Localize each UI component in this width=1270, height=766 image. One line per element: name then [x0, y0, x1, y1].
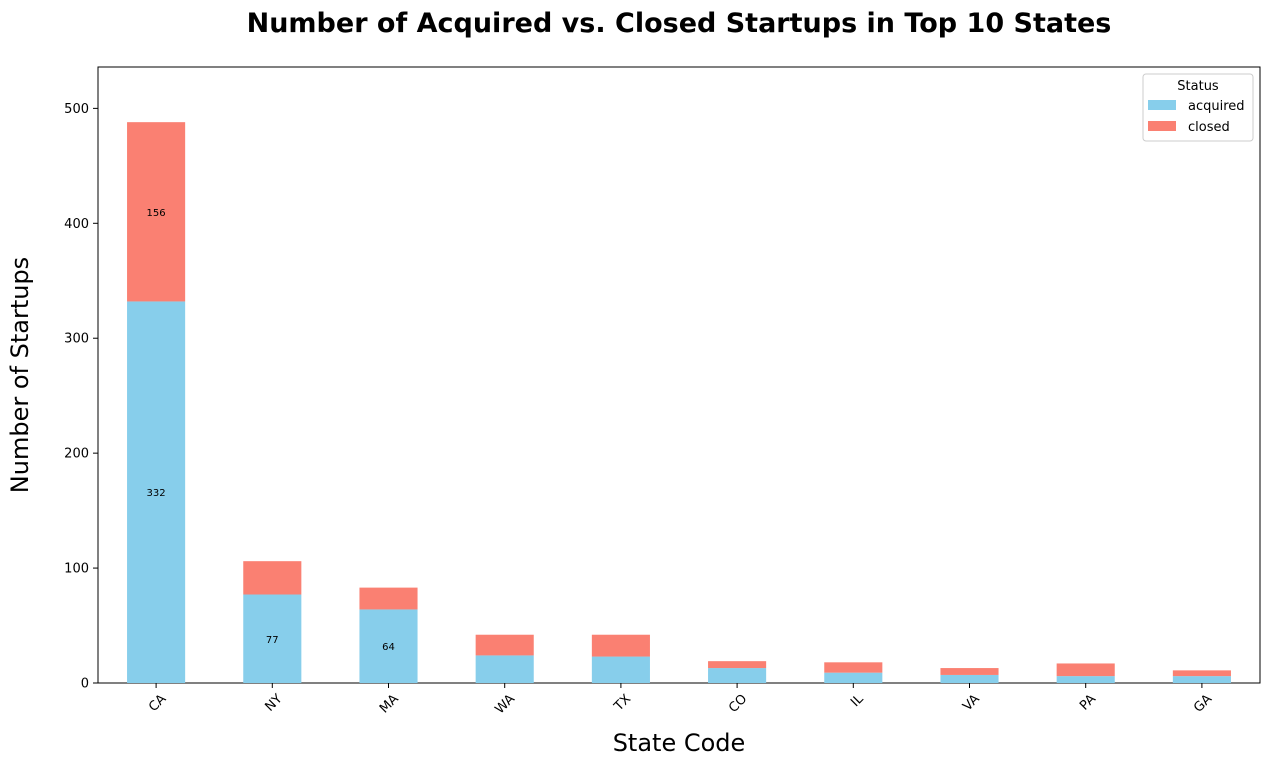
bar-closed-co	[708, 661, 767, 669]
x-axis: CA NY MA WA TX CO IL VA PA GA	[146, 683, 1215, 717]
y-tick-label: 400	[64, 217, 89, 232]
data-label-acquired-ma: 64	[382, 642, 395, 653]
x-tick-label-ca: CA	[146, 692, 169, 715]
data-label-closed-ca: 156	[147, 208, 166, 219]
bar-acquired-tx	[591, 656, 650, 683]
data-label-acquired-ca: 332	[147, 488, 166, 499]
legend: Status acquired closed	[1142, 73, 1254, 142]
y-tick-label: 0	[81, 677, 89, 692]
x-tick-label-ny: NY	[262, 692, 285, 715]
y-tick-label: 100	[64, 562, 89, 577]
bar-closed-ga	[1172, 670, 1231, 677]
x-axis-label: State Code	[613, 729, 746, 757]
bar-closed-tx	[591, 634, 650, 657]
bar-closed-ca	[127, 122, 186, 302]
legend-title: Status	[1177, 79, 1219, 94]
bar-acquired-ny	[243, 594, 302, 683]
x-tick-label-co: CO	[726, 692, 750, 716]
x-tick-label-wa: WA	[492, 692, 518, 718]
y-axis-label: Number of Startups	[6, 257, 34, 493]
y-tick-label: 200	[64, 447, 89, 462]
data-labels-group: 332 156 77 64	[147, 208, 395, 653]
x-tick-label-va: VA	[960, 692, 983, 715]
bar-closed-ny	[243, 561, 302, 595]
x-tick-label-il: IL	[848, 691, 867, 710]
data-label-acquired-ny: 77	[266, 635, 279, 646]
bar-acquired-ma	[359, 609, 418, 683]
y-tick-label: 500	[64, 102, 89, 117]
legend-label-acquired: acquired	[1188, 99, 1245, 114]
x-tick-label-ma: MA	[377, 692, 402, 717]
x-tick-label-pa: PA	[1077, 692, 1099, 714]
bar-acquired-ga	[1172, 676, 1231, 683]
bar-closed-wa	[475, 634, 534, 656]
legend-swatch-closed	[1148, 121, 1176, 131]
bar-acquired-il	[824, 672, 883, 683]
plot-area	[97, 66, 1261, 684]
x-tick-label-ga: GA	[1191, 692, 1215, 716]
plot-frame	[97, 66, 1261, 684]
chart-title: Number of Acquired vs. Closed Startups i…	[247, 8, 1112, 39]
x-tick-label-tx: TX	[611, 692, 634, 715]
bar-closed-va	[940, 668, 999, 675]
bar-acquired-pa	[1056, 676, 1115, 683]
bars-group	[127, 122, 1231, 683]
legend-label-closed: closed	[1188, 120, 1230, 135]
bar-closed-ma	[359, 587, 418, 610]
bar-acquired-ca	[127, 301, 186, 683]
legend-swatch-acquired	[1148, 100, 1176, 110]
bar-acquired-wa	[475, 655, 534, 683]
y-axis: 0 100 200 300 400 500	[64, 102, 98, 692]
y-tick-label: 300	[64, 332, 89, 347]
bar-closed-pa	[1056, 663, 1115, 677]
bar-acquired-co	[708, 668, 767, 683]
bar-acquired-va	[940, 674, 999, 683]
bar-closed-il	[824, 662, 883, 673]
